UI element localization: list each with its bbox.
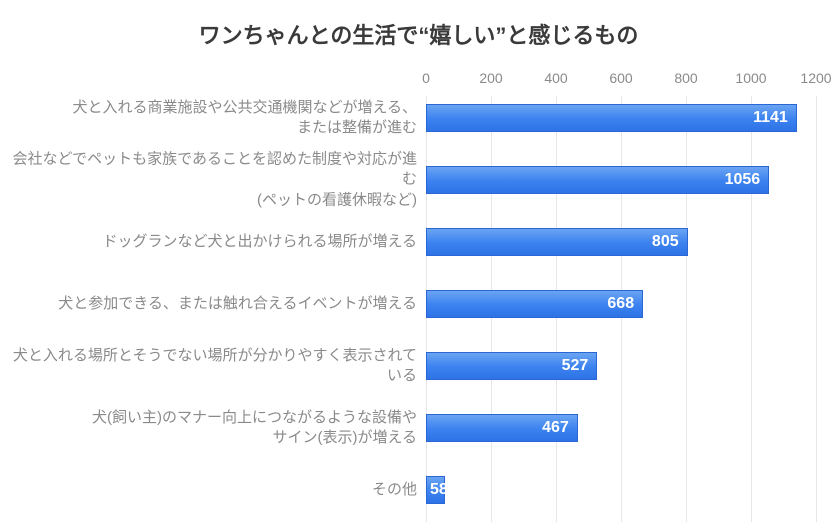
bar: 527 bbox=[426, 352, 597, 380]
category-label: 犬と入れる商業施設や公共交通機関などが増える、または整備が進む bbox=[8, 98, 417, 139]
category-label: 犬(飼い主)のマナー向上につながるような設備やサイン(表示)が増える bbox=[8, 408, 417, 449]
x-axis-tick: 1200 bbox=[800, 70, 831, 86]
x-axis: 020040060080010001200 bbox=[426, 70, 816, 90]
bar-value: 668 bbox=[607, 295, 634, 313]
category-label: ドッグランなど犬と出かけられる場所が増える bbox=[8, 232, 417, 252]
bar-value: 1056 bbox=[725, 171, 761, 189]
chart-title: ワンちゃんとの生活で“嬉しい”と感じるもの bbox=[0, 18, 837, 50]
bar-value: 527 bbox=[562, 357, 589, 375]
x-axis-tick: 1000 bbox=[735, 70, 766, 86]
bar: 668 bbox=[426, 290, 643, 318]
x-axis-tick: 200 bbox=[479, 70, 502, 86]
bar: 1141 bbox=[426, 104, 797, 132]
category-label: 犬と参加できる、または触れ合えるイベントが増える bbox=[8, 294, 417, 314]
bar: 1056 bbox=[426, 166, 769, 194]
category-label: 会社などでペットも家族であることを認めた制度や対応が進む(ペットの看護休暇など) bbox=[8, 150, 417, 211]
category-label: 犬と入れる場所とそうでない場所が分かりやすく表示されている bbox=[8, 346, 417, 387]
bar: 58 bbox=[426, 476, 445, 504]
bar: 805 bbox=[426, 228, 688, 256]
gridline bbox=[751, 96, 752, 522]
chart-container: ワンちゃんとの生活で“嬉しい”と感じるもの 0 200 400 600 800 1000 1… bbox=[0, 0, 837, 532]
x-axis-tick: 0 bbox=[422, 70, 430, 86]
bar-value: 467 bbox=[542, 419, 569, 437]
gridline bbox=[816, 96, 817, 522]
x-axis-tick: 400 bbox=[544, 70, 567, 86]
bar-value: 58 bbox=[430, 481, 448, 499]
x-axis-tick: 600 bbox=[609, 70, 632, 86]
bar-value: 805 bbox=[652, 233, 679, 251]
bar-value: 1141 bbox=[753, 109, 788, 127]
bar: 467 bbox=[426, 414, 578, 442]
category-label: その他 bbox=[8, 480, 417, 500]
gridline bbox=[686, 96, 687, 522]
x-axis-tick: 800 bbox=[674, 70, 697, 86]
